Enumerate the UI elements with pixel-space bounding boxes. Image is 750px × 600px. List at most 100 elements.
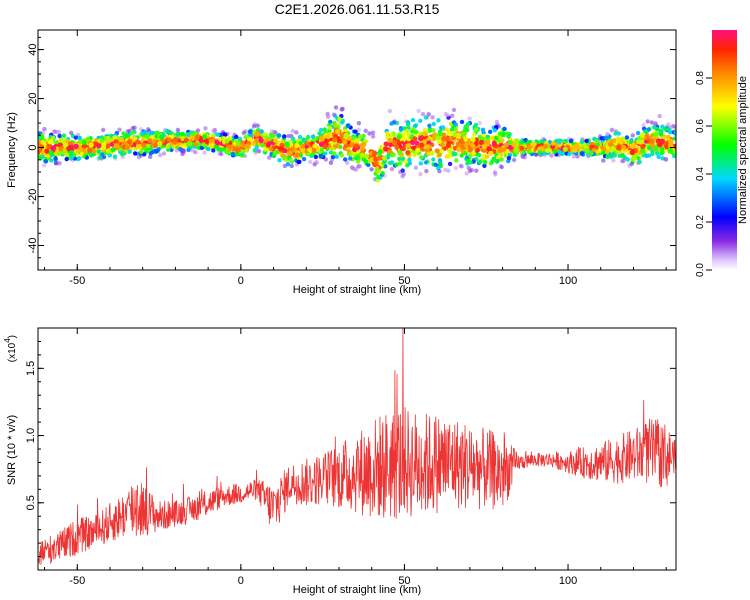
spectrogram-cell: [415, 147, 421, 153]
spectrogram-cell: [57, 161, 62, 166]
spectrogram-cell: [398, 127, 404, 132]
spectrogram-cell: [319, 136, 325, 142]
spectrogram-cell: [332, 137, 338, 143]
spectrogram-cell: [451, 132, 458, 138]
spectrogram-cell: [655, 151, 660, 156]
spectrogram-cell: [478, 139, 484, 145]
x-tick-label: 100: [559, 275, 577, 287]
spectrogram-cell: [358, 134, 363, 139]
spectrogram-cell: [178, 147, 183, 152]
spectrogram-cell: [300, 143, 306, 149]
spectrogram-cell: [281, 155, 286, 160]
spectrogram-cell: [348, 156, 353, 161]
spectrogram-cell: [459, 153, 464, 158]
spectrogram-cell: [243, 129, 248, 134]
spectrogram-cell: [331, 112, 337, 117]
spectrogram-cell: [628, 139, 633, 145]
spectrogram-cell: [663, 156, 669, 162]
spectrogram-cell: [174, 148, 180, 153]
spectrogram-cell: [339, 120, 345, 125]
spectrogram-cell: [477, 120, 482, 126]
spectrogram-cell: [311, 147, 317, 153]
spectrogram-cell: [289, 163, 294, 169]
spectrogram-cell: [460, 131, 466, 137]
spectrogram-cell: [486, 146, 493, 152]
spectrogram-cell: [259, 143, 265, 148]
spectrogram-cell: [394, 162, 399, 167]
spectrogram-cell: [601, 158, 606, 163]
spectrogram-cell: [369, 167, 374, 172]
spectrogram-cell: [153, 148, 158, 154]
spectrogram-cell: [643, 129, 648, 134]
spectrogram-cell: [492, 128, 498, 133]
spectrogram-cell: [494, 158, 500, 164]
spectrogram-cell: [437, 158, 443, 163]
spectrogram-cell: [387, 160, 393, 166]
colorbar: 0.0 0.2 0.4 0.6 0.8 Normalized spectral ampl…: [695, 30, 749, 277]
spectrogram-cell: [145, 134, 150, 140]
spectrogram-cell: [413, 129, 419, 135]
spectrogram-cell: [416, 108, 421, 114]
spectrogram-cell: [423, 115, 429, 120]
spectrogram-cell: [538, 145, 545, 151]
spectrogram-cell: [38, 149, 41, 155]
spectrogram-cell: [519, 145, 525, 151]
spectrogram-cell: [66, 145, 72, 152]
spectrogram-cell: [175, 132, 180, 137]
spectrogram-cell: [600, 145, 606, 152]
spectrogram-cell: [100, 144, 106, 150]
spectrogram-cell: [649, 138, 655, 144]
spectrogram-cell: [389, 166, 395, 172]
spectrogram-cell: [295, 152, 301, 158]
spectrogram-cell: [278, 146, 284, 152]
spectrogram-cell: [288, 158, 294, 163]
spectrogram-cell: [96, 149, 102, 154]
spectrogram-cell: [227, 136, 232, 141]
spectrogram-cell: [424, 168, 429, 174]
spectrogram-cell: [659, 132, 664, 137]
spectrogram-cell: [328, 160, 334, 165]
spectrogram-cell: [330, 154, 336, 160]
spectrogram-cell: [172, 139, 178, 145]
spectrogram-cell: [391, 140, 397, 146]
spectrogram-cell: [285, 143, 290, 148]
spectrogram-cell: [503, 142, 509, 148]
spectrogram-cell: [562, 146, 568, 152]
y-tick-label: 1.5: [25, 361, 37, 376]
spectrogram-cell: [474, 168, 479, 173]
spectrogram-cell: [446, 168, 451, 173]
spectrogram-cell: [660, 150, 665, 155]
spectrogram-cell: [49, 158, 54, 163]
spectrogram-cell: [584, 147, 590, 153]
spectrogram-cell: [427, 123, 432, 128]
colorbar-label: Normalized spectral amplitude: [737, 76, 749, 224]
spectrogram-cell: [668, 138, 674, 144]
spectrogram-cell: [258, 137, 264, 144]
spectrogram-cell: [105, 148, 111, 153]
spectrogram-cell: [539, 139, 544, 144]
spectrogram-cell: [353, 129, 358, 134]
spectrogram-cell: [373, 156, 379, 162]
spectrogram-cell: [39, 136, 45, 141]
spectrogram-cell: [372, 177, 377, 182]
spectrogram-cell: [339, 132, 345, 138]
spectrogram-cell: [465, 158, 471, 163]
spectrogram-cell: [403, 159, 408, 164]
spectrogram-cell: [445, 142, 451, 148]
y-tick-label: -40: [27, 238, 39, 254]
spectrogram-cell: [175, 127, 181, 133]
spectrogram-cell: [429, 150, 435, 156]
spectrogram-cell: [498, 131, 503, 136]
spectrogram-cell: [44, 148, 50, 154]
spectrogram-cell: [501, 147, 507, 153]
spectrogram-cell: [38, 131, 41, 136]
spectrogram-frame: [37, 29, 677, 271]
spectrogram-cell: [322, 144, 328, 150]
spectrogram-cell: [252, 148, 257, 153]
spectrogram-cell: [277, 158, 282, 163]
spectrogram-cell: [629, 149, 635, 156]
spectrogram-cell: [186, 132, 191, 138]
spectrogram-cell: [499, 157, 504, 162]
spectrogram-cell: [211, 128, 216, 134]
spectrogram-cell: [286, 133, 291, 139]
